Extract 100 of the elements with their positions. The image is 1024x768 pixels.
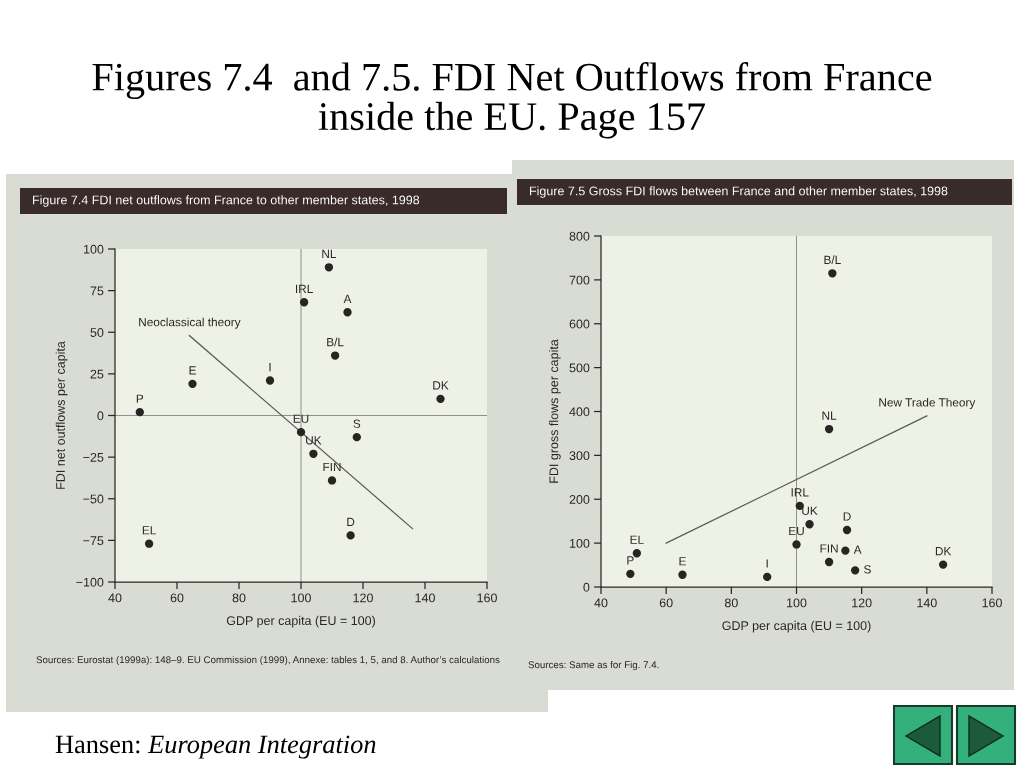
annotation: D (347, 517, 355, 526)
y-tick-label: 100 (83, 244, 104, 254)
point (327, 476, 337, 485)
annotation: S (353, 419, 361, 428)
annotation: P (627, 556, 634, 565)
annotation: A (343, 294, 352, 303)
point (144, 539, 154, 548)
text: Figures 7.4 and 7.5. FDI Net Outflows from France inside the EU. Page 157 (92, 62, 932, 139)
source-note: Sources: Same as for Fig. 7.4. (528, 661, 659, 671)
annotation: EL (630, 535, 644, 544)
annotation: I (269, 363, 271, 372)
x-axis-title: GDP per capita (EU = 100) (722, 620, 871, 633)
y-tick-label: −50 (83, 494, 104, 504)
point (828, 269, 837, 278)
annotation: IRL (791, 488, 809, 497)
point (824, 424, 834, 434)
annotation: A (853, 545, 862, 554)
y-tick-label: 0 (97, 411, 104, 421)
annotation: IRL (296, 284, 313, 293)
point (436, 394, 445, 404)
point (805, 520, 814, 529)
x-tick-label: 40 (594, 598, 608, 608)
annotation: EL (142, 526, 156, 535)
point (352, 432, 361, 442)
series-label: New Trade Theory (879, 397, 976, 409)
annotation: UK (802, 506, 818, 515)
x-tick-label: 160 (477, 593, 497, 603)
annotation: NL (822, 411, 837, 420)
y-tick-label: 25 (90, 369, 104, 379)
y-tick-label: −100 (76, 577, 104, 587)
point (296, 427, 306, 437)
x-tick-label: 60 (659, 598, 673, 608)
point (795, 501, 804, 510)
y-axis-title: FDI net outflows per capita (55, 341, 68, 489)
annotation: DK (935, 547, 952, 556)
y-tick-label: 300 (569, 451, 590, 461)
point (135, 408, 144, 417)
point (678, 570, 687, 579)
point (792, 540, 801, 549)
point (850, 566, 860, 575)
x-tick-label: 60 (170, 593, 184, 603)
point (309, 449, 318, 458)
point (188, 379, 197, 389)
y-tick-label: 600 (569, 319, 590, 329)
point (346, 531, 355, 540)
annotation: P (136, 394, 144, 403)
x-tick-label: 140 (415, 593, 435, 603)
annotation: DK (433, 381, 449, 390)
y-tick-label: 0 (583, 582, 590, 592)
x-tick-label: 120 (852, 598, 872, 608)
point (632, 549, 642, 558)
annotation: D (843, 512, 851, 521)
annotation: E (679, 557, 686, 566)
point (824, 557, 834, 567)
annotation: S (864, 565, 871, 574)
y-tick-label: −75 (83, 536, 104, 546)
annotation: B/L (327, 337, 344, 347)
point (626, 569, 635, 578)
point (841, 546, 850, 555)
point (330, 351, 340, 360)
chart-title: Figure 7.5 Gross FDI flows between France and other member states, 1998 (530, 186, 948, 198)
x-tick-label: 140 (917, 598, 937, 608)
annotation: EU (293, 414, 309, 423)
y-tick-label: 50 (90, 328, 104, 337)
annotation: I (766, 559, 768, 568)
annotation: NL (322, 249, 337, 258)
source-note: Sources: Eurostat (1999a): 148–9. EU Commission (1999), Annexe: tables 1, 5, and 8. Author’s calculations (36, 656, 500, 666)
annotation: B/L (824, 255, 841, 265)
annotation: FIN (323, 462, 341, 472)
x-tick-label: 100 (787, 598, 807, 608)
x-axis-title: GDP per capita (EU = 100) (226, 615, 375, 628)
chart-title: Figure 7.4 FDI net outflows from France to other member states, 1998 (33, 195, 420, 207)
x-tick-label: 80 (724, 598, 738, 608)
point (299, 298, 309, 307)
annotation: EU (789, 526, 804, 536)
point (324, 263, 334, 272)
y-axis-title: FDI gross flows per capita (549, 339, 561, 483)
y-tick-label: 400 (569, 407, 590, 417)
y-tick-label: 200 (569, 495, 590, 504)
text: Hansen: (55, 735, 140, 754)
x-tick-label: 100 (291, 593, 311, 603)
y-tick-label: 100 (569, 538, 590, 548)
y-tick-label: 800 (569, 231, 590, 241)
point (938, 560, 948, 569)
x-tick-label: 120 (353, 593, 373, 603)
point (343, 308, 352, 317)
y-tick-label: 700 (569, 275, 590, 285)
point (265, 376, 275, 385)
x-tick-label: 160 (982, 598, 1002, 608)
x-tick-label: 80 (232, 593, 246, 603)
y-tick-label: 75 (90, 286, 104, 296)
point (842, 525, 852, 535)
series-label: Neoclassical theory (139, 317, 241, 329)
annotation: E (189, 366, 196, 375)
y-tick-label: −25 (83, 452, 104, 462)
point (763, 572, 772, 582)
y-tick-label: 500 (569, 363, 590, 373)
annotation: FIN (820, 544, 838, 553)
x-tick-label: 40 (108, 593, 122, 603)
text: European Integration (147, 735, 376, 759)
